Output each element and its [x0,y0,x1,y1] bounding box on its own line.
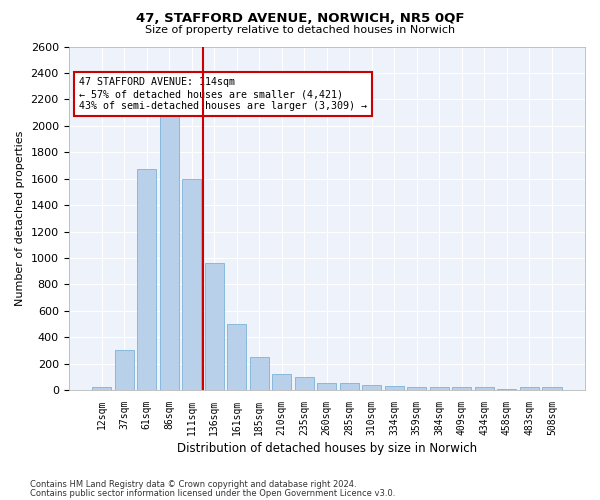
Bar [407,388,427,390]
Bar [452,388,472,390]
Bar [182,178,201,390]
Bar [137,170,156,390]
Bar [92,387,111,390]
Bar [205,263,224,390]
Y-axis label: Number of detached properties: Number of detached properties [15,130,25,306]
Bar [362,386,382,390]
Bar [542,387,562,390]
Text: Contains HM Land Registry data © Crown copyright and database right 2024.: Contains HM Land Registry data © Crown c… [30,480,356,489]
Text: Contains public sector information licensed under the Open Government Licence v3: Contains public sector information licen… [30,488,395,498]
Bar [317,384,337,390]
X-axis label: Distribution of detached houses by size in Norwich: Distribution of detached houses by size … [177,442,477,455]
Text: 47, STAFFORD AVENUE, NORWICH, NR5 0QF: 47, STAFFORD AVENUE, NORWICH, NR5 0QF [136,12,464,26]
Bar [475,388,494,390]
Bar [160,106,179,390]
Bar [340,384,359,390]
Bar [520,388,539,390]
Bar [272,374,291,390]
Bar [115,350,134,390]
Bar [250,357,269,390]
Bar [385,386,404,390]
Bar [295,377,314,390]
Text: 47 STAFFORD AVENUE: 114sqm
← 57% of detached houses are smaller (4,421)
43% of s: 47 STAFFORD AVENUE: 114sqm ← 57% of deta… [79,78,367,110]
Bar [227,324,246,390]
Text: Size of property relative to detached houses in Norwich: Size of property relative to detached ho… [145,25,455,35]
Bar [430,388,449,390]
